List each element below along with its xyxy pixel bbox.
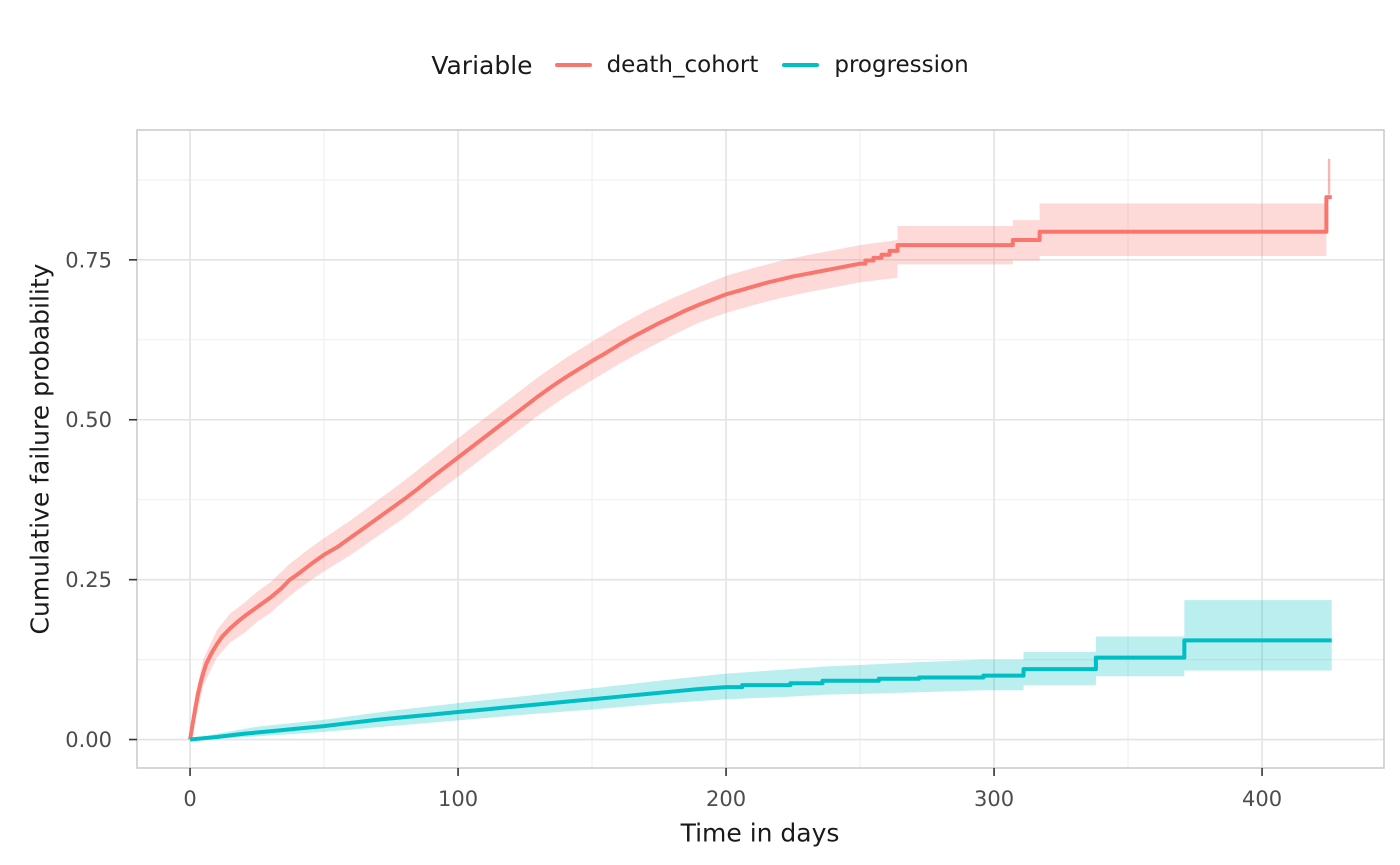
x-axis-title: Time in days	[680, 818, 840, 848]
legend-item-death_cohort: death_cohort	[554, 52, 759, 78]
series-line-progression	[189, 638, 1332, 742]
panel-background	[137, 130, 1384, 768]
y-tick-label: 0.75	[65, 248, 112, 272]
panel-border	[136, 129, 1385, 769]
legend-key-line-death_cohort	[554, 62, 592, 68]
legend-title: Variable	[431, 50, 533, 80]
y-tick-label: 0.50	[65, 408, 112, 432]
ci-band-progression	[190, 600, 1332, 740]
y-axis-title: Cumulative failure probability	[25, 263, 55, 635]
x-tick-label: 300	[974, 787, 1014, 811]
legend: Variable death_cohort progression	[0, 46, 1400, 84]
ci-band-death_cohort	[190, 203, 1327, 740]
legend-items: death_cohort progression	[554, 52, 969, 78]
x-tick-label: 200	[706, 787, 746, 811]
legend-label-progression: progression	[834, 52, 969, 78]
legend-item-progression: progression	[782, 52, 969, 78]
series-line-death_cohort	[188, 195, 1332, 740]
x-tick-label: 400	[1242, 787, 1282, 811]
x-tick-label: 0	[183, 787, 196, 811]
x-tick-label: 100	[438, 787, 478, 811]
legend-key-line-progression	[782, 62, 820, 68]
legend-label-death_cohort: death_cohort	[606, 52, 759, 78]
y-tick-label: 0.25	[65, 568, 112, 592]
y-tick-label: 0.00	[65, 728, 112, 752]
